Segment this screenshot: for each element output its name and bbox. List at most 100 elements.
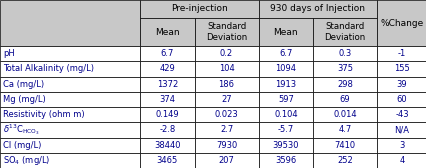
Bar (194, 138, 258, 153)
Bar (140, 77, 194, 92)
Text: Total Alkalinity (mg/L): Total Alkalinity (mg/L) (3, 65, 94, 73)
Bar (258, 92, 312, 107)
Text: 38440: 38440 (154, 141, 180, 150)
Text: 6.7: 6.7 (160, 49, 173, 58)
Bar (312, 122, 376, 138)
Bar (258, 18, 312, 46)
Text: 298: 298 (337, 80, 352, 89)
Bar (376, 107, 426, 122)
Text: Mg (mg/L): Mg (mg/L) (3, 95, 46, 104)
Text: 0.3: 0.3 (338, 49, 351, 58)
Bar (258, 0, 376, 18)
Bar (194, 77, 258, 92)
Text: 7410: 7410 (334, 141, 355, 150)
Bar (376, 61, 426, 77)
Bar (376, 122, 426, 138)
Text: 6.7: 6.7 (279, 49, 292, 58)
Bar (194, 61, 258, 77)
Text: 207: 207 (218, 156, 234, 165)
Text: 4.7: 4.7 (338, 125, 351, 134)
Text: 252: 252 (337, 156, 352, 165)
Text: 0.149: 0.149 (155, 110, 178, 119)
Text: 39: 39 (396, 80, 406, 89)
Text: 0.014: 0.014 (333, 110, 356, 119)
Text: Pre-injection: Pre-injection (170, 5, 227, 13)
Bar (140, 18, 194, 46)
Bar (194, 18, 258, 46)
Bar (0, 61, 140, 77)
Bar (140, 107, 194, 122)
Text: 0.104: 0.104 (273, 110, 297, 119)
Text: 0.023: 0.023 (214, 110, 238, 119)
Text: 69: 69 (339, 95, 350, 104)
Bar (312, 138, 376, 153)
Bar (258, 122, 312, 138)
Text: 0.2: 0.2 (219, 49, 233, 58)
Text: $\delta^{13}$C$_{\mathregular{HCO_3}}$: $\delta^{13}$C$_{\mathregular{HCO_3}}$ (3, 122, 40, 137)
Text: 374: 374 (159, 95, 175, 104)
Bar (376, 92, 426, 107)
Text: 1094: 1094 (275, 65, 296, 73)
Bar (258, 61, 312, 77)
Text: 930 days of Injection: 930 days of Injection (270, 5, 365, 13)
Text: SO$_4$ (mg/L): SO$_4$ (mg/L) (3, 154, 50, 167)
Bar (312, 107, 376, 122)
Text: pH: pH (3, 49, 14, 58)
Text: 1372: 1372 (156, 80, 178, 89)
Bar (312, 153, 376, 168)
Text: Resistivity (ohm m): Resistivity (ohm m) (3, 110, 84, 119)
Bar (258, 138, 312, 153)
Bar (194, 107, 258, 122)
Text: 7930: 7930 (216, 141, 236, 150)
Text: 1913: 1913 (275, 80, 296, 89)
Bar (0, 46, 140, 61)
Text: -5.7: -5.7 (277, 125, 293, 134)
Text: 104: 104 (218, 65, 234, 73)
Text: Standard
Deviation: Standard Deviation (205, 22, 247, 42)
Bar (312, 61, 376, 77)
Text: 39530: 39530 (272, 141, 298, 150)
Bar (0, 122, 140, 138)
Text: Mean: Mean (273, 28, 297, 37)
Bar (376, 138, 426, 153)
Bar (376, 0, 426, 46)
Text: -43: -43 (394, 110, 408, 119)
Bar (376, 77, 426, 92)
Text: 3: 3 (398, 141, 404, 150)
Text: 3596: 3596 (275, 156, 296, 165)
Bar (0, 77, 140, 92)
Bar (140, 61, 194, 77)
Text: -1: -1 (397, 49, 405, 58)
Bar (0, 0, 140, 46)
Text: N/A: N/A (394, 125, 409, 134)
Text: Standard
Deviation: Standard Deviation (324, 22, 365, 42)
Bar (312, 77, 376, 92)
Text: %Change: %Change (380, 19, 423, 28)
Text: 155: 155 (393, 65, 409, 73)
Text: 2.7: 2.7 (219, 125, 233, 134)
Bar (258, 77, 312, 92)
Bar (140, 92, 194, 107)
Bar (194, 153, 258, 168)
Bar (312, 92, 376, 107)
Text: 375: 375 (337, 65, 352, 73)
Bar (194, 92, 258, 107)
Text: Mean: Mean (155, 28, 179, 37)
Bar (0, 138, 140, 153)
Bar (140, 153, 194, 168)
Bar (194, 122, 258, 138)
Bar (258, 46, 312, 61)
Text: 429: 429 (159, 65, 175, 73)
Bar (194, 46, 258, 61)
Bar (140, 46, 194, 61)
Text: Ca (mg/L): Ca (mg/L) (3, 80, 44, 89)
Bar (0, 107, 140, 122)
Text: 3465: 3465 (156, 156, 178, 165)
Text: -2.8: -2.8 (159, 125, 175, 134)
Text: 597: 597 (277, 95, 293, 104)
Bar (312, 18, 376, 46)
Text: 186: 186 (218, 80, 234, 89)
Bar (258, 107, 312, 122)
Bar (312, 46, 376, 61)
Bar (258, 153, 312, 168)
